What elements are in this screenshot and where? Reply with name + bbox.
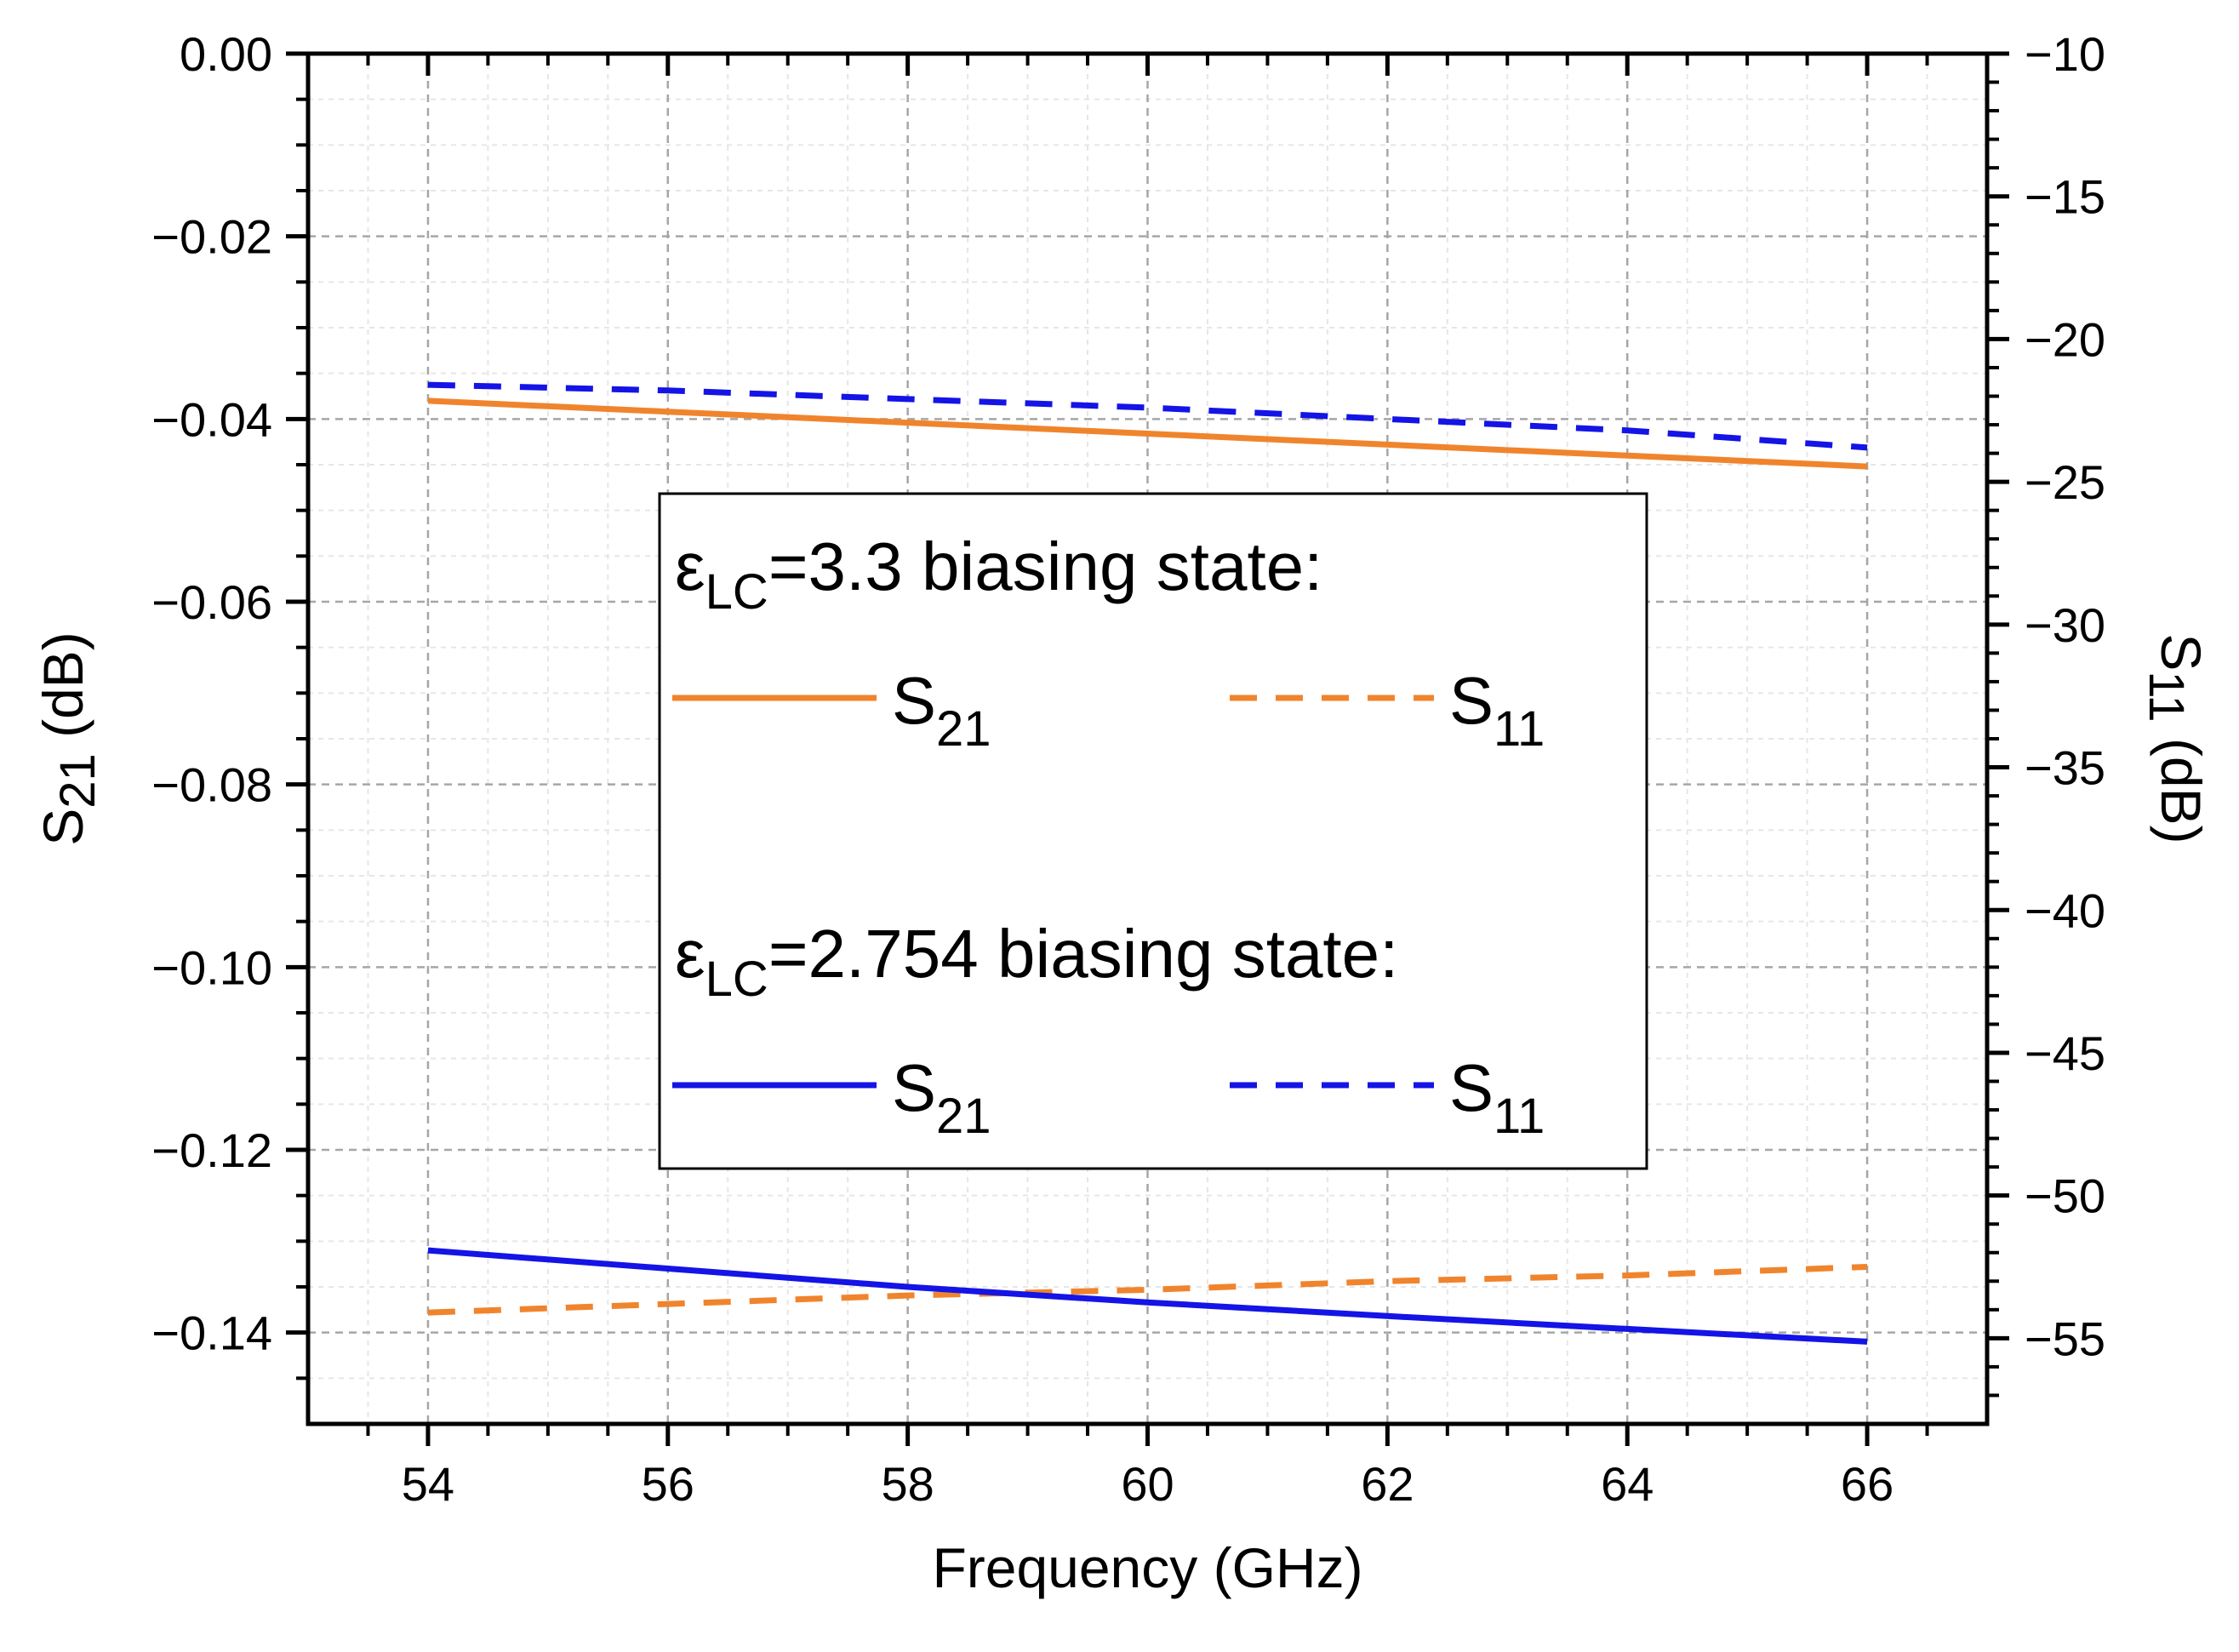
y-left-axis-title: S21 (dB) xyxy=(31,632,106,846)
legend-label-s11-1: S11 xyxy=(1449,1050,1545,1144)
y-left-tick-label: −0.02 xyxy=(151,210,272,264)
axes: 54 56 58 60 62 64 66 0.00 −0.02 −0.04 −0.06 −0.08 −0… xyxy=(31,27,2213,1599)
y-right-tick-label: −25 xyxy=(2025,455,2105,509)
x-tick-label: 56 xyxy=(642,1457,694,1511)
y-right-tick-label: −50 xyxy=(2025,1169,2105,1223)
legend-label-s21-0: S21 xyxy=(892,663,991,757)
y-left-tick-label: −0.10 xyxy=(151,940,272,994)
legend-label-s11-0: S11 xyxy=(1449,663,1545,757)
y-right-tick-label: −45 xyxy=(2025,1026,2105,1080)
y-right-tick-label: −30 xyxy=(2025,598,2105,652)
y-right-tick-label: −40 xyxy=(2025,883,2105,937)
x-tick-label: 58 xyxy=(881,1457,934,1511)
legend-box xyxy=(658,492,1648,1170)
y-right-tick-label: −15 xyxy=(2025,170,2105,224)
x-tick-label: 62 xyxy=(1361,1457,1414,1511)
y-left-tick-label: 0.00 xyxy=(180,27,272,81)
x-axis-title: Frequency (GHz) xyxy=(932,1536,1362,1599)
legend-label-s21-1: S21 xyxy=(892,1050,991,1144)
x-tick-label: 66 xyxy=(1841,1457,1893,1511)
series-line-s11-group-1 xyxy=(427,381,1868,451)
series-line-s21-group-0 xyxy=(427,397,1868,470)
x-tick-label: 64 xyxy=(1601,1457,1654,1511)
y-right-tick-label: −55 xyxy=(2025,1312,2105,1365)
series-line-s21-group-1 xyxy=(427,1247,1868,1345)
x-tick-label: 60 xyxy=(1121,1457,1174,1511)
y-right-tick-label: −10 xyxy=(2025,27,2105,81)
series-line-s11-group-0 xyxy=(427,1264,1868,1316)
y-left-tick-label: −0.12 xyxy=(151,1123,272,1177)
y-right-tick-label: −20 xyxy=(2025,312,2105,366)
legend: εLC=3.3 biasing state: S21 S11 εLC=2.754 bi… xyxy=(658,492,1648,1170)
x-tick-label: 54 xyxy=(402,1457,454,1511)
series-layer xyxy=(427,381,1868,1345)
y-left-tick-label: −0.06 xyxy=(151,575,272,629)
y-left-tick-label: −0.08 xyxy=(151,758,272,812)
y-right-tick-label: −35 xyxy=(2025,741,2105,795)
y-left-tick-label: −0.04 xyxy=(151,392,272,446)
y-right-axis-title: S11 (dB) xyxy=(2139,633,2213,843)
legend-heading-0: εLC=3.3 biasing state: xyxy=(675,529,1322,620)
legend-heading-1: εLC=2.754 biasing state: xyxy=(675,916,1398,1007)
y-left-tick-label: −0.14 xyxy=(151,1306,272,1360)
